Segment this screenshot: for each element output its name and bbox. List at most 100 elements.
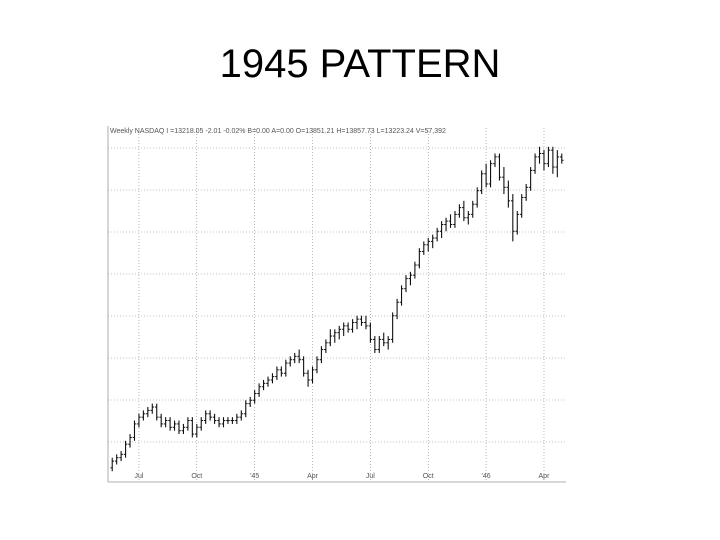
ohlc-bar — [146, 407, 150, 418]
ohlc-bar — [386, 336, 390, 350]
ohlc-bar — [515, 210, 520, 235]
ohlc-bar — [524, 183, 528, 201]
ohlc-bar — [373, 336, 377, 353]
ohlc-bar — [493, 153, 497, 168]
ohlc-bar — [381, 332, 386, 347]
ohlc-bar — [404, 275, 408, 293]
ohlc-bar — [408, 271, 413, 286]
ohlc-bar — [119, 450, 123, 462]
ohlc-bar — [230, 417, 235, 424]
ohlc-bar — [123, 440, 128, 458]
ohlc-bar — [457, 204, 462, 218]
ohlc-bar — [190, 417, 195, 438]
ohlc-bar — [426, 238, 431, 252]
x-tick-labels: Jul Oct '45 Apr Jul Oct '46 Apr — [134, 473, 550, 480]
ohlc-bar — [430, 234, 435, 249]
ohlc-bar — [235, 413, 239, 424]
ohlc-bar — [324, 339, 328, 353]
ohlc-bar — [239, 410, 244, 421]
ohlc-bar — [470, 200, 475, 218]
ohlc-bar — [270, 373, 275, 384]
ohlc-bar — [159, 413, 163, 428]
ohlc-bar — [475, 187, 480, 208]
ohlc-bar — [341, 322, 346, 337]
ohlc-bar — [172, 420, 177, 431]
ohlc-bar — [261, 379, 266, 391]
ohlc-bar — [132, 420, 137, 441]
ohlc-bar — [114, 454, 119, 465]
ohlc-bar — [275, 366, 279, 380]
ohlc-bar — [439, 221, 444, 239]
ohlc-bar — [203, 410, 208, 424]
ohlc-bar — [528, 167, 533, 191]
ohlc-bar — [399, 285, 404, 306]
ohlc-bar — [511, 194, 515, 242]
ohlc-bar — [266, 376, 270, 387]
ohlc-bar — [257, 383, 261, 397]
ohlc-bar — [519, 194, 524, 218]
chart-header-readout: Weekly NASDAQ I =13218.05 -2.01 -0.02% B… — [110, 128, 446, 135]
ohlc-bar — [177, 420, 181, 435]
slide-title: 1945 PATTERN — [219, 42, 501, 86]
ohlc-bar — [163, 417, 168, 428]
ohlc-bar — [537, 146, 542, 164]
ohlc-bar — [194, 423, 199, 438]
ohlc-bar — [306, 369, 310, 387]
ohlc-bar — [310, 366, 315, 384]
ohlc-bar — [128, 434, 132, 448]
x-tick-label: Oct — [191, 473, 202, 480]
ohlc-bar — [248, 396, 253, 408]
ohlc-bar — [181, 423, 186, 435]
ohlc-bar — [150, 403, 155, 414]
ohlc-bar — [368, 322, 373, 343]
ohlc-bar — [533, 153, 537, 174]
ohlc-bar — [337, 325, 342, 340]
ohlc-bar — [355, 315, 359, 330]
ohlc-bar — [252, 390, 257, 404]
x-tick-label: Jul — [366, 473, 375, 480]
ohlc-bar — [551, 146, 555, 174]
ohlc-bar — [502, 167, 506, 195]
ohlc-bar — [466, 210, 471, 225]
x-tick-label: Apr — [539, 473, 551, 480]
x-tick-label: Oct — [423, 473, 434, 480]
ohlc-bar — [364, 315, 368, 330]
x-tick-label: '46 — [482, 473, 491, 480]
ohlc-bar — [284, 359, 288, 377]
ohlc-bar — [497, 153, 502, 181]
chart-grid — [108, 128, 566, 480]
ohlc-bar — [390, 312, 395, 343]
ohlc-bar — [217, 417, 221, 428]
ohlc-bar — [292, 352, 297, 364]
ohlc-bar — [332, 329, 337, 343]
ohlc-bar — [301, 356, 306, 377]
ohlc-bar — [315, 356, 319, 374]
ohlc-bar — [413, 261, 417, 279]
ohlc-bar — [559, 153, 564, 164]
ohlc-bar — [199, 417, 204, 431]
ohlc-bar — [297, 349, 301, 364]
ohlc-bar — [542, 150, 546, 171]
ohlc-bar — [453, 210, 457, 228]
ohlc-bar — [212, 413, 217, 424]
ohlc-bar — [444, 217, 448, 232]
ohlc-bar — [168, 417, 172, 431]
ohlc-bar — [226, 417, 230, 424]
ohlc-bar — [488, 160, 493, 188]
price-bars — [110, 146, 564, 472]
ohlc-bar — [421, 241, 426, 255]
ohlc-bar — [137, 413, 141, 428]
ohlc-bar — [462, 200, 466, 222]
ohlc-bar — [484, 163, 488, 188]
ohlc-bar — [319, 346, 324, 364]
x-tick-label: '45 — [250, 473, 259, 480]
ohlc-bar — [328, 329, 333, 347]
ohlc-bar — [186, 417, 190, 431]
ohlc-bar — [395, 298, 399, 320]
ohlc-bar — [288, 356, 293, 367]
ohlc-bar — [417, 248, 422, 269]
ohlc-bar — [350, 319, 355, 333]
ohlc-bar — [448, 214, 453, 228]
ohlc-bar — [221, 417, 226, 428]
